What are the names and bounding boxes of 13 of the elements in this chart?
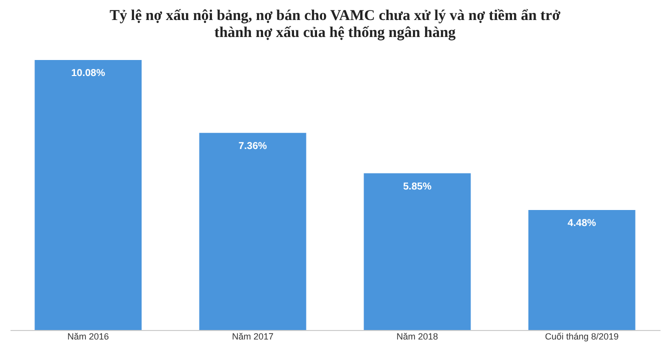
data-label: 7.36% [238,140,268,152]
data-label: 10.08% [71,68,106,79]
bar [528,210,636,330]
x-tick-label: Cuối tháng 8/2019 [545,332,619,342]
bar [34,60,142,330]
data-label: 5.85% [403,181,432,192]
x-tick-label: Năm 2017 [232,332,274,342]
bar [364,173,471,330]
chart-title: Tỷ lệ nợ xấu nội bảng, nợ bán cho VAMC chưa xử lý và nợ tiềm ẩn trở thành nợ xấu của hệ thống ngân hàng [110,8,562,41]
data-label: 4.48% [568,218,596,229]
x-tick-label: Năm 2018 [396,332,438,342]
bar [199,132,306,330]
x-tick-label: Năm 2016 [67,332,109,342]
